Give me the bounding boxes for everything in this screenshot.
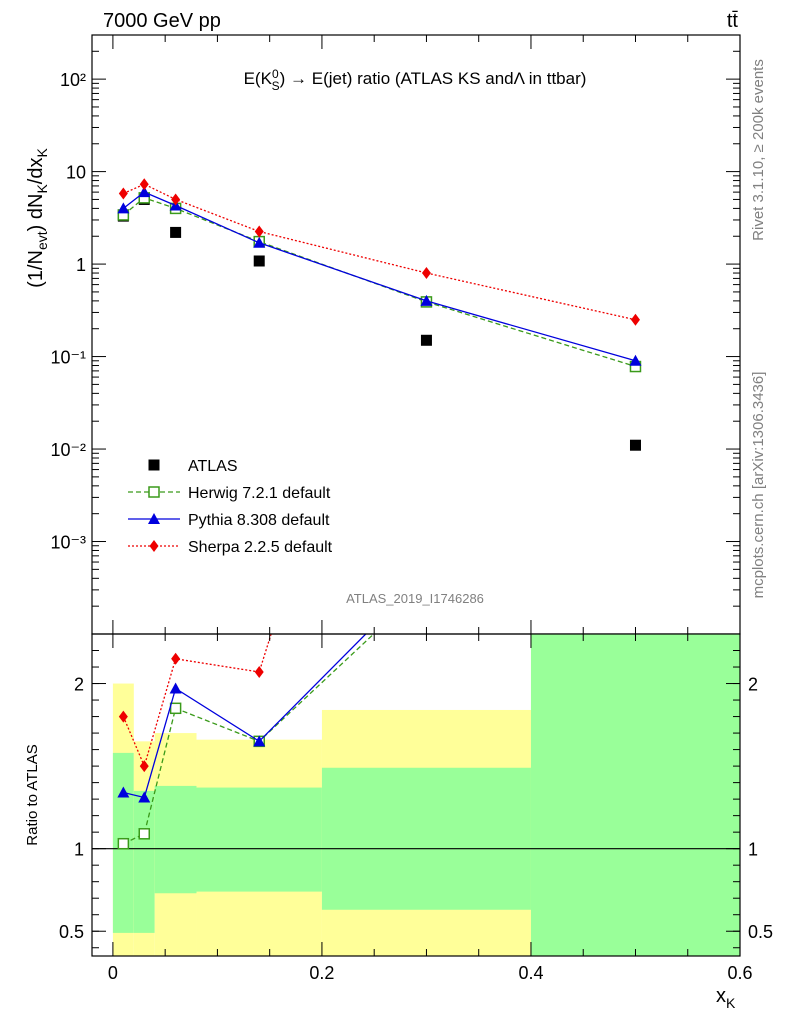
data-point bbox=[630, 313, 640, 326]
data-point bbox=[629, 354, 642, 366]
ratio-line bbox=[123, 634, 367, 799]
main-series-group bbox=[117, 178, 642, 451]
data-point bbox=[253, 255, 265, 267]
ratio-point bbox=[139, 760, 149, 773]
main-y-axis-label: (1/Nevt) dNK/dxK bbox=[25, 148, 50, 288]
ratio-y-tick-label: 0.5 bbox=[59, 922, 84, 942]
data-point bbox=[171, 193, 181, 206]
legend-marker bbox=[148, 513, 160, 524]
ratio-line bbox=[122, 634, 272, 769]
legend: ATLAS Herwig 7.2.1 default Pythia 8.308 de… bbox=[128, 458, 333, 556]
series-line bbox=[123, 191, 636, 362]
data-point bbox=[629, 439, 641, 451]
x-tick-label: 0.2 bbox=[309, 963, 334, 983]
main-y-tick-label: 10 bbox=[66, 163, 86, 183]
ratio-axis-ticks: 2 2 1 1 0.5 0.5 0 0.2 0.4 0.6 bbox=[59, 634, 773, 983]
legend-marker bbox=[148, 486, 160, 498]
legend-label: ATLAS bbox=[188, 458, 238, 475]
ratio-series-sherpa bbox=[118, 133, 431, 773]
legend-label: Herwig 7.2.1 default bbox=[188, 485, 331, 502]
series-herwig bbox=[117, 192, 642, 373]
data-point bbox=[420, 334, 432, 346]
band-green bbox=[133, 790, 155, 933]
main-y-tick-label: 10⁻¹ bbox=[50, 348, 86, 368]
ratio-plot-frame bbox=[91, 633, 741, 957]
ratio-point bbox=[169, 702, 182, 715]
ratio-panel: 2 2 1 1 0.5 0.5 0 0.2 0.4 0.6 Ratio to ATLAS xK bbox=[24, 133, 773, 1011]
main-title: E(K0 S) → E(jet) ratio (ATLAS KS andΛ in … bbox=[244, 67, 587, 93]
ratio-point bbox=[117, 837, 130, 850]
data-point bbox=[420, 294, 433, 306]
ratio-point bbox=[422, 133, 431, 145]
data-point bbox=[254, 225, 264, 238]
data-point bbox=[118, 187, 128, 200]
x-tick-label: 0 bbox=[108, 963, 118, 983]
main-axis-ticks: 10² 10 1 10⁻¹ 10⁻² 10⁻³ bbox=[50, 34, 741, 634]
energy-label: 7000 GeV pp bbox=[103, 10, 221, 32]
band-green bbox=[530, 634, 740, 956]
data-point bbox=[170, 226, 182, 238]
ratio-y-tick-label-right: 2 bbox=[748, 675, 758, 695]
series-atlas bbox=[117, 193, 641, 451]
ratio-point bbox=[138, 828, 151, 840]
series-line bbox=[123, 183, 636, 321]
main-y-tick-label: 10⁻³ bbox=[50, 533, 86, 553]
ratio-point bbox=[421, 579, 431, 589]
legend-marker bbox=[148, 459, 160, 471]
ratio-y-tick-label-right: 0.5 bbox=[748, 922, 773, 942]
legend-marker bbox=[149, 540, 159, 552]
ratio-series-group bbox=[117, 133, 432, 850]
ratio-point bbox=[117, 786, 130, 798]
data-point bbox=[253, 236, 266, 248]
ratio-point bbox=[420, 567, 432, 578]
ratio-y-tick-label: 2 bbox=[74, 675, 84, 695]
series-pythia bbox=[117, 186, 642, 366]
mcplots-label: mcplots.cern.ch [arXiv:1306.3436] bbox=[750, 372, 767, 599]
analysis-id: ATLAS_2019_I1746286 bbox=[346, 591, 484, 606]
ratio-point bbox=[254, 665, 264, 678]
ratio-point bbox=[138, 791, 151, 803]
ratio-point bbox=[169, 682, 182, 694]
ratio-uncertainty-bands bbox=[112, 634, 740, 956]
process-label: tt̄ bbox=[727, 10, 739, 32]
main-y-tick-label: 10² bbox=[60, 70, 86, 90]
legend-label: Sherpa 2.2.5 default bbox=[188, 539, 333, 556]
main-panel: 10² 10 1 10⁻¹ 10⁻² 10⁻³ E(K0 S) → E(jet) ratio… bbox=[25, 34, 741, 635]
band-green bbox=[321, 767, 531, 910]
ratio-point bbox=[171, 652, 181, 665]
ratio-y-axis-label: Ratio to ATLAS bbox=[24, 744, 41, 845]
x-tick-label: 0.6 bbox=[727, 963, 752, 983]
band-green bbox=[154, 785, 197, 894]
series-line bbox=[122, 197, 636, 368]
ratio-point bbox=[253, 735, 266, 747]
data-point bbox=[139, 178, 149, 191]
ratio-y-tick-label: 1 bbox=[74, 840, 84, 860]
band-green bbox=[196, 787, 322, 892]
main-y-tick-label: 10⁻² bbox=[50, 440, 86, 460]
legend-label: Pythia 8.308 default bbox=[188, 512, 330, 529]
ratio-series-pythia bbox=[117, 567, 432, 803]
x-tick-label: 0.4 bbox=[518, 963, 543, 983]
series-sherpa bbox=[118, 178, 640, 326]
ratio-point bbox=[118, 710, 128, 723]
data-point bbox=[138, 186, 151, 198]
data-point bbox=[421, 267, 431, 280]
main-y-tick-label: 1 bbox=[76, 255, 86, 275]
rivet-label: Rivet 3.1.10, ≥ 200k events bbox=[750, 59, 767, 241]
ratio-y-tick-label-right: 1 bbox=[748, 840, 758, 860]
data-point bbox=[117, 202, 130, 214]
x-axis-label: xK bbox=[716, 985, 736, 1011]
